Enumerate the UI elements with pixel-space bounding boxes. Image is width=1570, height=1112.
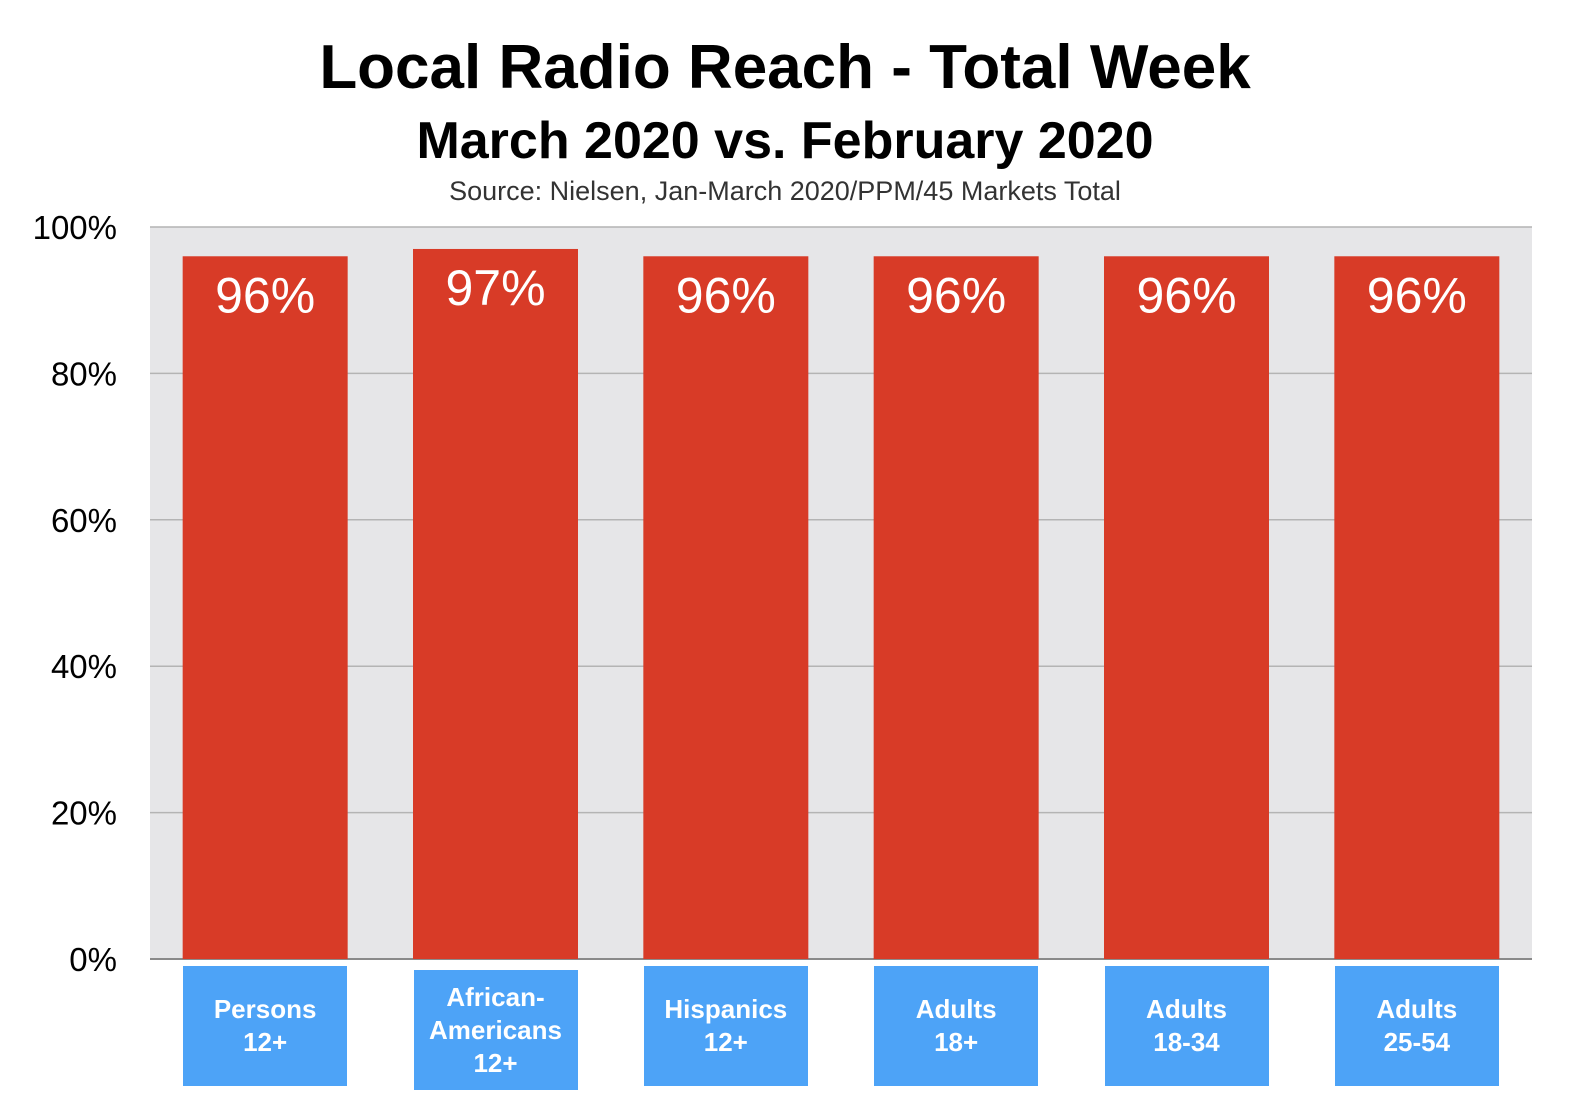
category-label: Persons 12+ [183,966,348,1086]
category-label: African- Americans 12+ [413,970,578,1090]
bar-value-label: 96% [906,267,1006,323]
y-tick-label: 40% [51,648,117,685]
y-tick-label: 20% [51,795,117,832]
category-label: Adults 18+ [874,966,1039,1086]
category-label: Hispanics 12+ [643,966,808,1086]
bar-value-label: 96% [1367,267,1467,323]
y-tick-label: 0% [69,941,117,978]
y-tick-label: 60% [51,502,117,539]
y-tick-label: 100% [33,209,117,246]
chart-title: Local Radio Reach - Total Week [319,33,1251,102]
bar [413,248,578,959]
bar-value-label: 97% [445,260,545,316]
category-label: Adults 25-54 [1334,966,1499,1086]
bar [643,256,809,959]
bar [873,256,1039,959]
plot-area [150,227,1532,959]
bar [1104,256,1269,959]
chart-subtitle: March 2020 vs. February 2020 [416,112,1154,170]
y-tick-label: 80% [51,355,117,392]
bar-value-label: 96% [676,267,776,323]
bar [182,256,348,959]
bar-value-label: 96% [1136,267,1236,323]
bar-value-label: 96% [215,267,315,323]
category-label: Adults 18-34 [1104,966,1269,1086]
chart-source: Source: Nielsen, Jan-March 2020/PPM/45 M… [449,176,1121,206]
bar [1334,256,1500,959]
